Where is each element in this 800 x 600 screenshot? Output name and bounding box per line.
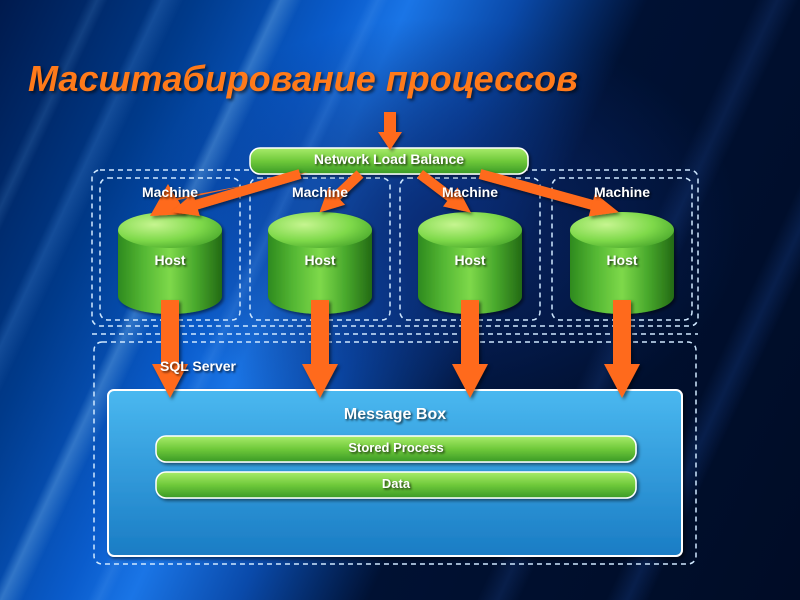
- stored-process-label: Stored Process: [156, 440, 636, 455]
- host-label-3: Host: [418, 252, 522, 268]
- host-label-1: Host: [118, 252, 222, 268]
- machine-label-1: Machine: [100, 184, 240, 200]
- machine-label-3: Machine: [400, 184, 540, 200]
- machine-label-2: Machine: [250, 184, 390, 200]
- message-box-label: Message Box: [108, 406, 682, 424]
- architecture-diagram: [0, 0, 800, 600]
- machine-label-4: Machine: [552, 184, 692, 200]
- nlb-label: Network Load Balance: [250, 151, 528, 167]
- host-label-4: Host: [570, 252, 674, 268]
- data-label: Data: [156, 476, 636, 491]
- host-label-2: Host: [268, 252, 372, 268]
- sql-server-label: SQL Server: [160, 358, 236, 374]
